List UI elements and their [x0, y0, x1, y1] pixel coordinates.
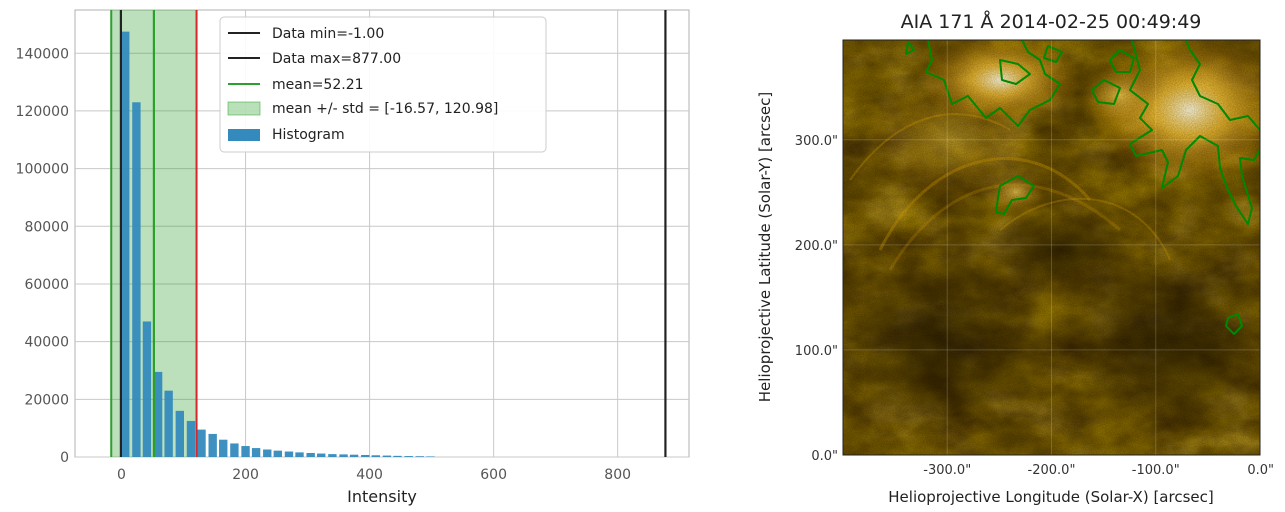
map-y-tick-label: 300.0": [795, 134, 838, 149]
histogram-bar: [306, 452, 315, 457]
histogram-bar: [175, 410, 185, 457]
y-tick-labels: 0 20000 40000 60000 80000 100000 120000 140000: [16, 46, 69, 466]
histogram-chart: 0 200 400 600 800 0 20000 40000 60000 80000 10000…: [16, 9, 690, 506]
legend-swatch-std-band: [227, 101, 261, 116]
histogram-bar: [186, 420, 196, 457]
map-x-axis-label: Helioprojective Longitude (Solar-X) [arc…: [888, 488, 1213, 506]
histogram-bar: [251, 448, 261, 457]
map-frame: [842, 39, 1261, 456]
map-y-tick-labels: 0.0" 100.0" 200.0" 300.0": [795, 134, 838, 464]
histogram-bar: [382, 455, 392, 457]
histogram-bar: [426, 456, 435, 457]
histogram-bar: [317, 453, 326, 457]
x-tick-label: 200: [232, 467, 259, 483]
legend-entry-std-band: mean +/- std = [-16.57, 120.98]: [272, 101, 498, 117]
x-tick-label: 0: [117, 467, 126, 483]
y-tick-label: 80000: [24, 219, 69, 235]
map-x-tick-label: -100.0": [1132, 463, 1180, 478]
histogram-bar: [142, 321, 152, 457]
x-tick-label: 600: [480, 467, 507, 483]
map-grid: [843, 40, 1260, 455]
histogram-bar: [197, 429, 206, 457]
legend: Data min=-1.00 Data max=877.00 mean=52.2…: [219, 16, 547, 153]
map-y-tick-label: 100.0": [795, 344, 838, 359]
x-tick-label: 400: [356, 467, 383, 483]
y-tick-label: 40000: [24, 335, 69, 351]
map-y-axis-label: Helioprojective Latitude (Solar-Y) [arcs…: [756, 92, 774, 402]
y-tick-label: 120000: [16, 104, 69, 120]
histogram-bar: [273, 450, 282, 457]
y-tick-label: 0: [60, 450, 69, 466]
legend-entry-data-min: Data min=-1.00: [272, 26, 384, 42]
y-tick-label: 20000: [24, 392, 69, 408]
histogram-bar: [164, 390, 173, 457]
histogram-bar: [393, 455, 402, 457]
map-y-tick-label: 0.0": [811, 449, 838, 464]
legend-entry-histogram: Histogram: [272, 127, 345, 143]
x-tick-labels: 0 200 400 600 800: [117, 467, 631, 483]
reference-lines: [110, 10, 667, 457]
map-x-tick-label: 0.0": [1247, 463, 1274, 478]
histogram-svg: 0 200 400 600 800 0 20000 40000 60000 80000 10000…: [16, 9, 690, 506]
histogram-bar: [415, 456, 425, 457]
histogram-bar: [219, 439, 228, 457]
histogram-bar: [349, 454, 359, 457]
histogram-bar: [328, 454, 337, 457]
histogram-bar: [208, 433, 217, 457]
solar-map-chart: AIA 171 Å 2014-02-25 00:49:49: [700, 0, 1285, 508]
y-tick-label: 100000: [16, 162, 69, 178]
y-tick-label: 60000: [24, 277, 69, 293]
histogram-bar: [121, 31, 130, 458]
histogram-bar: [404, 456, 413, 457]
histogram-bar: [263, 449, 272, 457]
x-axis-label: Intensity: [347, 487, 417, 506]
solar-map-svg: AIA 171 Å 2014-02-25 00:49:49: [756, 10, 1274, 506]
legend-swatch-histogram: [228, 129, 260, 141]
histogram-bar: [132, 102, 141, 457]
map-x-tick-label: -300.0": [923, 463, 971, 478]
x-tick-label: 800: [604, 467, 631, 483]
legend-entry-data-max: Data max=877.00: [272, 51, 401, 67]
map-x-tick-labels: -300.0" -200.0" -100.0" 0.0": [923, 463, 1274, 478]
map-x-tick-label: -200.0": [1028, 463, 1076, 478]
y-tick-label: 140000: [16, 46, 69, 62]
histogram-bars: [121, 31, 435, 458]
histogram-bar: [361, 454, 370, 457]
legend-box: [219, 16, 547, 153]
legend-entry-mean: mean=52.21: [272, 77, 364, 93]
histogram-bar: [284, 451, 294, 457]
map-title: AIA 171 Å 2014-02-25 00:49:49: [901, 10, 1202, 33]
histogram-bar: [241, 446, 250, 457]
histogram-bar: [371, 455, 380, 457]
histogram-bar: [153, 371, 163, 457]
histogram-bar: [295, 452, 304, 457]
histogram-bar: [230, 443, 239, 457]
intensity-contours: [905, 40, 1260, 335]
map-y-tick-label: 200.0": [795, 239, 838, 254]
solar-image: [843, 40, 1260, 455]
histogram-bar: [339, 454, 348, 457]
